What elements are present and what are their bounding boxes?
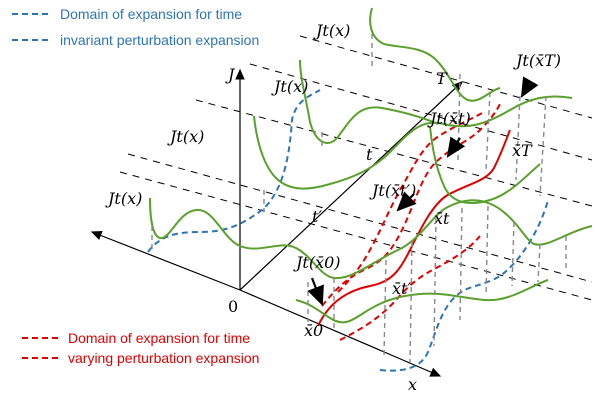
label-jt-xbar-T: Jt(x̄T)	[513, 51, 561, 70]
green-curve-top	[369, 7, 501, 102]
green-curve-lower	[149, 197, 593, 280]
axis-t-label: t	[366, 145, 373, 164]
label-jt-xbar-t: Jt(x̄t)	[427, 109, 471, 128]
label-jt-x-lower: Jt(x)	[105, 189, 142, 208]
x-axis-right	[239, 289, 442, 377]
legend-bottom-line2: varying perturbation expansion	[68, 350, 259, 366]
drop-8	[539, 95, 547, 197]
legend-top-line2: invariant perturbation expansion	[60, 32, 259, 48]
label-jt-xbar-0: Jt(x̄0)	[293, 253, 341, 272]
legend-top: Domain of expansion for time invariant p…	[12, 6, 259, 48]
green-curve-middle	[253, 95, 573, 190]
label-jt-xbar-tprime: Jt(x̄t′)	[369, 181, 416, 200]
blue-curve-main	[147, 89, 321, 253]
axes	[90, 68, 463, 377]
green-curves	[149, 7, 593, 324]
label-jt-x-top: Jt(x)	[313, 21, 350, 40]
arrow-xbar-T	[520, 76, 539, 98]
slice-guide-tprime	[119, 171, 593, 301]
axis-J-label: J	[225, 65, 236, 84]
red-dashed-curve-1	[321, 103, 501, 307]
green-curve-right	[429, 125, 541, 204]
green-curve-bottom	[295, 279, 549, 324]
origin-label: 0	[228, 297, 238, 316]
arrow-xbar-t	[446, 136, 466, 158]
red-dashed-curve-2	[337, 111, 485, 293]
arrow-xbar-tprime	[396, 191, 417, 212]
drop-12	[409, 241, 413, 363]
x-axis-left	[90, 231, 241, 291]
blue-curve-right	[379, 199, 549, 372]
red-curves	[317, 103, 511, 341]
slice-guide-T-1	[299, 35, 593, 119]
label-xbar-tprime: x̄t′	[392, 279, 411, 298]
slice-guide-t-1	[195, 99, 593, 207]
drop-16	[511, 221, 515, 287]
annotation-arrows	[307, 76, 539, 307]
green-curve-upper	[299, 59, 439, 145]
label-xbar-T: x̄T	[512, 141, 533, 160]
label-jt-x-upper: Jt(x)	[271, 77, 308, 96]
drop-13	[433, 217, 437, 347]
legend-top-line1: Domain of expansion for time	[60, 6, 242, 22]
drop-17	[537, 243, 541, 283]
legend-bottom: Domain of expansion for time varying per…	[22, 330, 259, 366]
red-dashed-curve-3	[339, 235, 481, 341]
axis-tprime-label: t′	[312, 207, 322, 226]
drop-6	[485, 91, 491, 171]
t-axis	[239, 81, 463, 291]
label-jt-x-middle: Jt(x)	[167, 127, 204, 146]
label-x0: x̄0	[304, 321, 323, 340]
blue-dashed-curves	[147, 89, 549, 372]
drop-14	[459, 207, 463, 321]
drop-11	[383, 259, 387, 357]
axis-T-label: T	[436, 69, 448, 88]
slice-guide-t-2	[127, 153, 593, 283]
drop-7	[515, 95, 521, 181]
drop-15	[485, 205, 489, 297]
red-solid-curve	[317, 129, 511, 327]
drop-lines	[151, 34, 567, 363]
axis-x-label: x	[408, 375, 417, 394]
label-xbar-t: x̄t	[434, 209, 450, 228]
legend-bottom-line1: Domain of expansion for time	[68, 330, 250, 346]
slice-guides	[119, 35, 593, 301]
arrow-xbar-0	[307, 277, 324, 307]
math-labels: J T t t′ x 0 Jt(x) Jt(x) Jt(x) Jt(x) Jt(…	[105, 21, 561, 394]
